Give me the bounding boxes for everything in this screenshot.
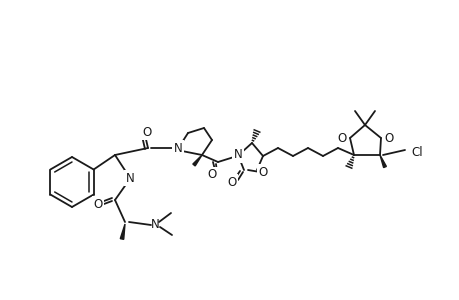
Text: O: O <box>93 197 102 211</box>
Text: N: N <box>173 142 182 154</box>
Text: O: O <box>227 176 236 188</box>
Polygon shape <box>192 155 202 166</box>
Text: N: N <box>233 148 242 161</box>
Text: O: O <box>258 166 267 178</box>
Text: N: N <box>150 218 159 232</box>
Polygon shape <box>379 155 386 168</box>
Text: O: O <box>207 169 216 182</box>
Text: N: N <box>125 172 134 184</box>
Text: O: O <box>258 166 267 178</box>
Polygon shape <box>120 224 125 239</box>
Text: N: N <box>233 148 242 161</box>
Text: O: O <box>336 131 346 145</box>
Text: O: O <box>384 131 393 145</box>
Text: O: O <box>336 131 346 145</box>
Text: O: O <box>142 125 151 139</box>
Text: Cl: Cl <box>410 146 422 158</box>
Text: N: N <box>125 172 134 184</box>
Text: O: O <box>227 176 236 188</box>
Text: O: O <box>93 197 102 211</box>
Text: O: O <box>142 125 151 139</box>
Text: O: O <box>384 131 393 145</box>
Text: Cl: Cl <box>410 146 422 158</box>
Text: N: N <box>173 142 182 154</box>
Text: O: O <box>207 169 216 182</box>
